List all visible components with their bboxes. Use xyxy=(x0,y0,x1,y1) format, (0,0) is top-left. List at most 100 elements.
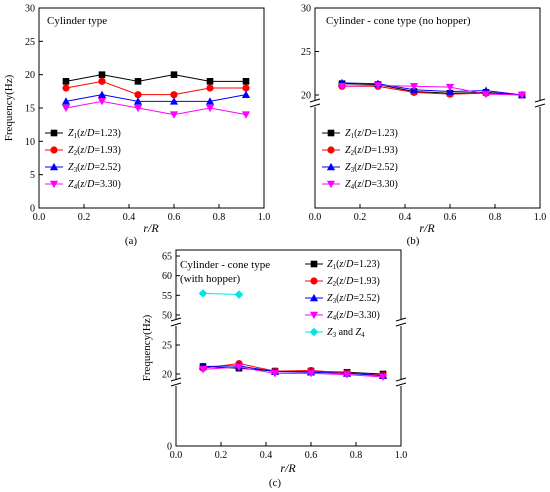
legend-text-part: D xyxy=(363,128,372,139)
x-tick-label: 0.4 xyxy=(399,212,412,223)
series-4-point xyxy=(234,363,244,372)
series-1-point xyxy=(170,71,178,78)
legend-label: Z2(z/D=1.93) xyxy=(68,145,121,157)
series-4-point xyxy=(517,91,527,100)
series-5-point xyxy=(198,289,208,298)
y-tick-label: 25 xyxy=(25,37,35,48)
series-4-point xyxy=(270,370,280,378)
x-axis-label-b: r/R xyxy=(419,221,435,235)
legend-text-part: ( xyxy=(77,162,81,173)
legend-c: Z1(z/D=1.23)Z2(z/D=1.93)Z3(z/D=2.52)Z4(z… xyxy=(305,259,380,339)
caption-c: (c) xyxy=(269,477,282,489)
legend-text-part: z xyxy=(338,293,343,304)
series-1-line xyxy=(341,83,523,96)
legend-b: Z1(z/D=1.23)Z2(z/D=1.93)Z3(z/D=2.52)Z4(z… xyxy=(322,128,398,191)
legend-text-part: / xyxy=(343,310,346,321)
legend-text-part: 2 xyxy=(351,149,355,157)
legend-marker xyxy=(309,327,319,337)
legend-text-part: / xyxy=(84,128,87,139)
legend-text-part: ( xyxy=(336,276,340,287)
y-ticks-b: 20 25 30 xyxy=(301,4,319,102)
legend-text-part: ( xyxy=(336,310,340,321)
legend-marker xyxy=(49,180,59,189)
axis-break-slash xyxy=(395,382,407,387)
legend-text-part: Z xyxy=(327,276,333,287)
axis-break-c xyxy=(170,317,407,387)
legend-text-part: z xyxy=(356,179,361,190)
legend-text-part: ( xyxy=(354,128,358,139)
axis-break-gap xyxy=(396,319,406,326)
legend-label: Z3(z/D=2.52) xyxy=(345,162,398,174)
series-4-point xyxy=(378,373,388,381)
legend-text-part: 3 xyxy=(333,331,337,339)
axis-break-gap xyxy=(171,319,181,326)
legend-text-part: / xyxy=(361,162,364,173)
legend-text-part: =1.93) xyxy=(353,276,379,287)
legend-text-part: ( xyxy=(336,259,340,270)
series-5-line xyxy=(202,292,240,296)
series-3-line xyxy=(65,94,247,102)
plot-area-c xyxy=(175,249,402,447)
legend-text-part: z xyxy=(338,259,343,270)
legend-text-part: 2 xyxy=(333,280,337,288)
legend-text-part: =1.23) xyxy=(371,128,397,139)
series-2-line xyxy=(342,85,523,96)
legend-text-part: / xyxy=(343,276,346,287)
legend-label: Z3 and Z4 xyxy=(327,327,365,339)
axis-break-slash xyxy=(534,103,546,108)
series-2-point xyxy=(98,77,106,85)
chart-title-a: Cylinder type xyxy=(47,15,107,27)
y-axis-label-a: Frequency(Hz) xyxy=(3,74,15,141)
series-2-point xyxy=(206,84,214,92)
panel-a-cylinder-type: Cylinder type Frequency(Hz) r/R (a) 0510… xyxy=(3,4,270,248)
series-4-line xyxy=(341,84,523,96)
series-4-point xyxy=(205,104,215,113)
series-3-point xyxy=(97,90,107,98)
legend-text-part: =1.93) xyxy=(94,145,120,156)
legend-text-part: ( xyxy=(77,128,81,139)
legend-text-part: z xyxy=(338,310,343,321)
chart-title-b: Cylinder - cone type (no hopper) xyxy=(326,15,471,27)
x-tick-label: 0.4 xyxy=(123,212,136,223)
legend-text-part: 2 xyxy=(74,149,78,157)
legend-label: Z2(z/D=1.93) xyxy=(327,276,380,288)
legend-text-part: 4 xyxy=(351,183,355,191)
y-ticks-a: 0 5 10 15 20 25 30 xyxy=(25,4,43,215)
legend-label: Z4(z/D=3.30) xyxy=(345,179,398,191)
legend-text-part: =3.30) xyxy=(353,310,379,321)
legend-marker xyxy=(309,293,319,302)
legend-label: Z4(z/D=3.30) xyxy=(327,310,380,322)
legend-text-part: Z xyxy=(68,128,74,139)
legend-text-part: D xyxy=(86,128,95,139)
legend-text-part: 1 xyxy=(74,132,78,140)
series-2-point xyxy=(62,84,70,92)
legend-text-part: Z xyxy=(345,145,351,156)
y-tick-label: 0 xyxy=(30,204,35,215)
legend-text-part: z xyxy=(79,145,84,156)
series-4-line xyxy=(65,100,247,116)
legend-text-part: / xyxy=(361,145,364,156)
series-group-a xyxy=(61,71,251,119)
x-axis-label-a: r/R xyxy=(143,221,159,235)
chart-title-c: Cylinder - cone type xyxy=(180,259,270,271)
x-tick-label: 0.8 xyxy=(350,450,363,461)
x-tick-label: 0.2 xyxy=(354,212,367,223)
axis-break-gap xyxy=(535,100,545,107)
legend-label: Z1(z/D=1.23) xyxy=(327,259,380,271)
legend-text-part: D xyxy=(345,259,354,270)
series-3-point xyxy=(169,97,179,105)
legend-marker xyxy=(327,129,335,137)
x-ticks-c: 0.0 0.2 0.4 0.6 0.8 1.0 xyxy=(170,442,407,461)
axis-break-slash xyxy=(395,317,407,322)
legend-text-part: D xyxy=(345,310,354,321)
axis-break-slash xyxy=(534,98,546,103)
legend-text-part: ( xyxy=(77,145,81,156)
legend-text-part: / xyxy=(84,145,87,156)
legend-marker xyxy=(309,311,319,320)
y-ticks-c: 0 20 25 50 55 60 65 xyxy=(162,252,180,453)
legend-marker xyxy=(326,162,336,171)
x-tick-label: 0.0 xyxy=(170,450,183,461)
legend-text-part: Z xyxy=(68,162,74,173)
legend-marker xyxy=(310,277,318,285)
axis-break-slash xyxy=(309,103,321,108)
